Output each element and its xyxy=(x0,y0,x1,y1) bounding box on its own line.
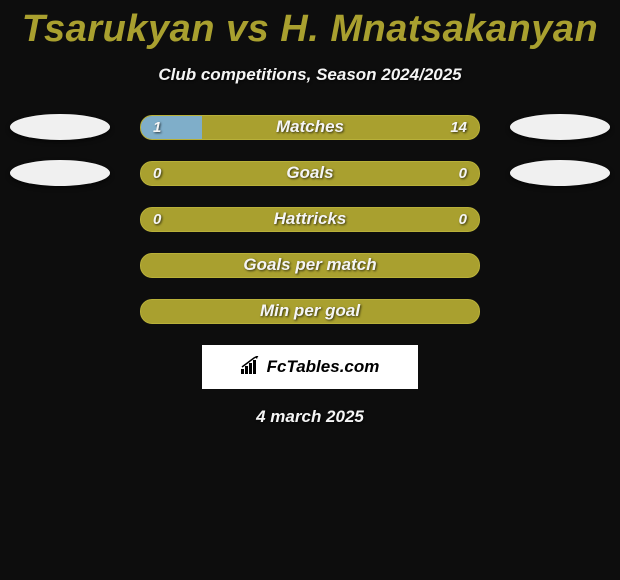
stat-bar: 1Matches14 xyxy=(140,115,480,140)
page-title: Tsarukyan vs H. Mnatsakanyan xyxy=(0,0,620,51)
comparison-card: Tsarukyan vs H. Mnatsakanyan Club compet… xyxy=(0,0,620,427)
stat-label: Hattricks xyxy=(141,209,479,229)
stat-row: 0Hattricks0 xyxy=(0,207,620,231)
stat-label: Goals xyxy=(141,163,479,183)
stat-label: Matches xyxy=(141,117,479,137)
player-chip-right xyxy=(510,114,610,140)
player-chip-left xyxy=(10,114,110,140)
stat-bar: Min per goal xyxy=(140,299,480,324)
stat-row: Min per goal xyxy=(0,299,620,323)
site-logo[interactable]: FcTables.com xyxy=(202,345,418,389)
subtitle: Club competitions, Season 2024/2025 xyxy=(0,65,620,85)
stat-row: 1Matches14 xyxy=(0,115,620,139)
stat-row: 0Goals0 xyxy=(0,161,620,185)
stat-row: Goals per match xyxy=(0,253,620,277)
stat-bar: 0Hattricks0 xyxy=(140,207,480,232)
stat-right-value: 0 xyxy=(459,211,467,228)
logo-text: FcTables.com xyxy=(267,357,380,377)
stat-bar: 0Goals0 xyxy=(140,161,480,186)
chart-icon xyxy=(241,356,263,379)
stat-bar: Goals per match xyxy=(140,253,480,278)
stat-label: Min per goal xyxy=(141,301,479,321)
date-label: 4 march 2025 xyxy=(0,407,620,427)
player-chip-right xyxy=(510,160,610,186)
stats-area: 1Matches140Goals00Hattricks0Goals per ma… xyxy=(0,115,620,323)
stat-right-value: 14 xyxy=(450,119,467,136)
stat-right-value: 0 xyxy=(459,165,467,182)
stat-label: Goals per match xyxy=(141,255,479,275)
player-chip-left xyxy=(10,160,110,186)
